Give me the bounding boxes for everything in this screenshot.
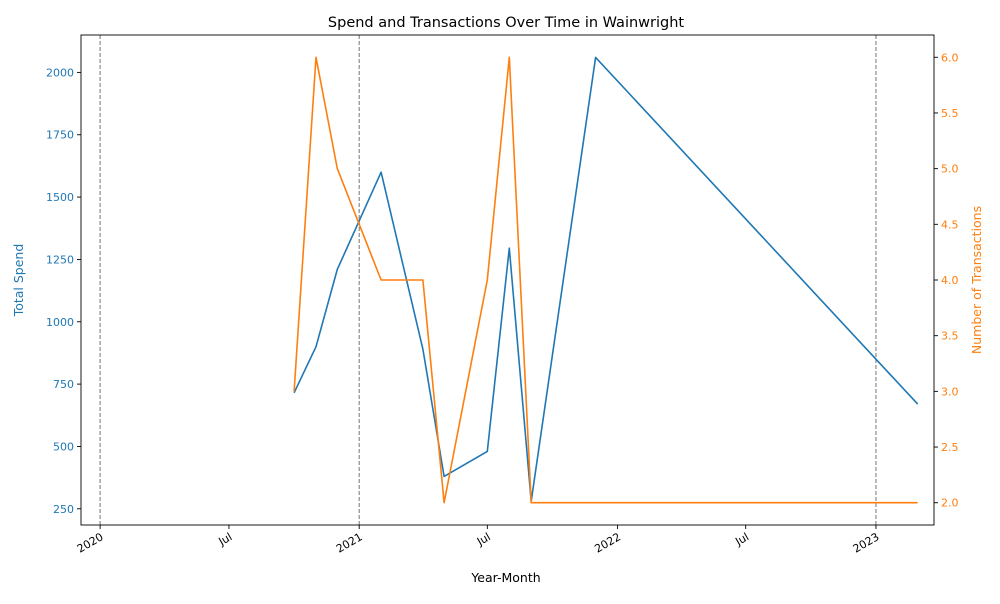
series-group — [294, 57, 918, 502]
x-ticks: 2020 Jul 2021 Jul 2022 Jul 2023 — [75, 525, 882, 556]
left-y-ticks: 250 500 750 1000 1250 1500 1750 2000 — [46, 66, 81, 515]
right-y-tick-label: 3.5 — [941, 330, 959, 343]
chart-title: Spend and Transactions Over Time in Wain… — [328, 15, 684, 31]
x-tick-label: 2023 — [851, 530, 882, 555]
right-y-axis-label: Number of Transactions — [969, 206, 984, 354]
left-y-tick-label: 1750 — [46, 129, 74, 142]
right-y-tick-label: 2.5 — [941, 441, 959, 454]
left-y-tick-label: 750 — [53, 378, 74, 391]
left-y-axis-label: Total Spend — [11, 244, 26, 318]
axes-group — [81, 35, 934, 525]
left-y-tick-label: 1500 — [46, 191, 74, 204]
right-y-tick-label: 4.5 — [941, 218, 959, 231]
left-y-tick-label: 250 — [53, 503, 74, 516]
x-tick-label: 2021 — [334, 530, 365, 555]
right-y-tick-label: 5.5 — [941, 107, 959, 120]
right-y-tick-label: 2.0 — [941, 497, 959, 510]
x-tick-label: Jul — [474, 530, 493, 548]
left-y-tick-label: 500 — [53, 440, 74, 453]
x-tick-label: 2020 — [75, 530, 106, 555]
right-y-tick-label: 3.0 — [941, 385, 959, 398]
x-tick-label: Jul — [732, 530, 751, 548]
right-y-tick-label: 6.0 — [941, 51, 959, 64]
right-y-tick-label: 4.0 — [941, 274, 959, 287]
left-y-tick-label: 1250 — [46, 253, 74, 266]
x-tick-label: 2022 — [592, 530, 623, 555]
right-y-tick-label: 5.0 — [941, 163, 959, 176]
left-y-tick-label: 1000 — [46, 316, 74, 329]
x-axis-label: Year-Month — [470, 570, 540, 585]
series-line-right — [294, 57, 918, 502]
right-y-ticks: 2.0 2.5 3.0 3.5 4.0 4.5 5.0 5.5 6.0 — [934, 51, 959, 509]
plot-frame — [81, 35, 934, 525]
x-tick-label: Jul — [216, 530, 235, 548]
left-y-tick-label: 2000 — [46, 66, 74, 79]
